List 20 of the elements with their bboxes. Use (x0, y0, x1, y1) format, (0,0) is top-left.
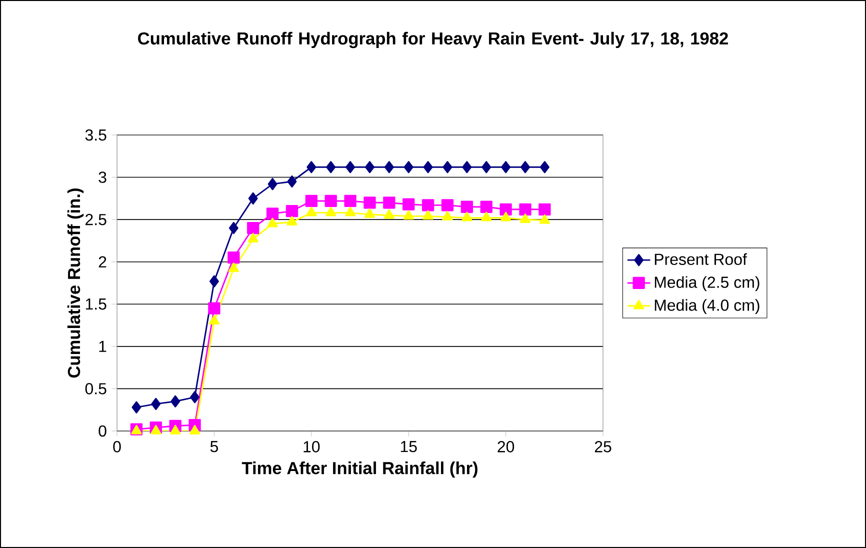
x-tick-label: 20 (498, 441, 514, 452)
legend-label: Media (4.0 cm) (654, 299, 760, 314)
x-axis-title: Time After Initial Rainfall (hr) (242, 462, 478, 478)
legend-label: Media (2.5 cm) (654, 276, 760, 292)
y-tick-label: 1.5 (86, 298, 106, 310)
x-tick-label: 15 (400, 441, 417, 452)
y-tick-label: 0.5 (85, 383, 106, 394)
y-tick-label: 2 (98, 256, 106, 268)
x-tick-label: 10 (304, 441, 320, 452)
x-tick-label: 0 (113, 441, 121, 452)
x-tick-label: 25 (594, 441, 612, 452)
chart-title: Cumulative Runoff Hydrograph for Heavy Rain Event- July 17, 18, 1982 (138, 32, 728, 48)
x-tick-label: 5 (210, 441, 218, 452)
y-tick-label: 0 (98, 425, 106, 437)
y-tick-label: 1 (99, 340, 106, 352)
y-axis-title: Cumulative Runoff (in.) (67, 188, 84, 378)
y-tick-label: 3.5 (85, 129, 106, 141)
y-tick-label: 2.5 (86, 214, 106, 226)
y-tick-label: 3 (98, 172, 106, 183)
legend-label: Present Roof (654, 253, 747, 265)
